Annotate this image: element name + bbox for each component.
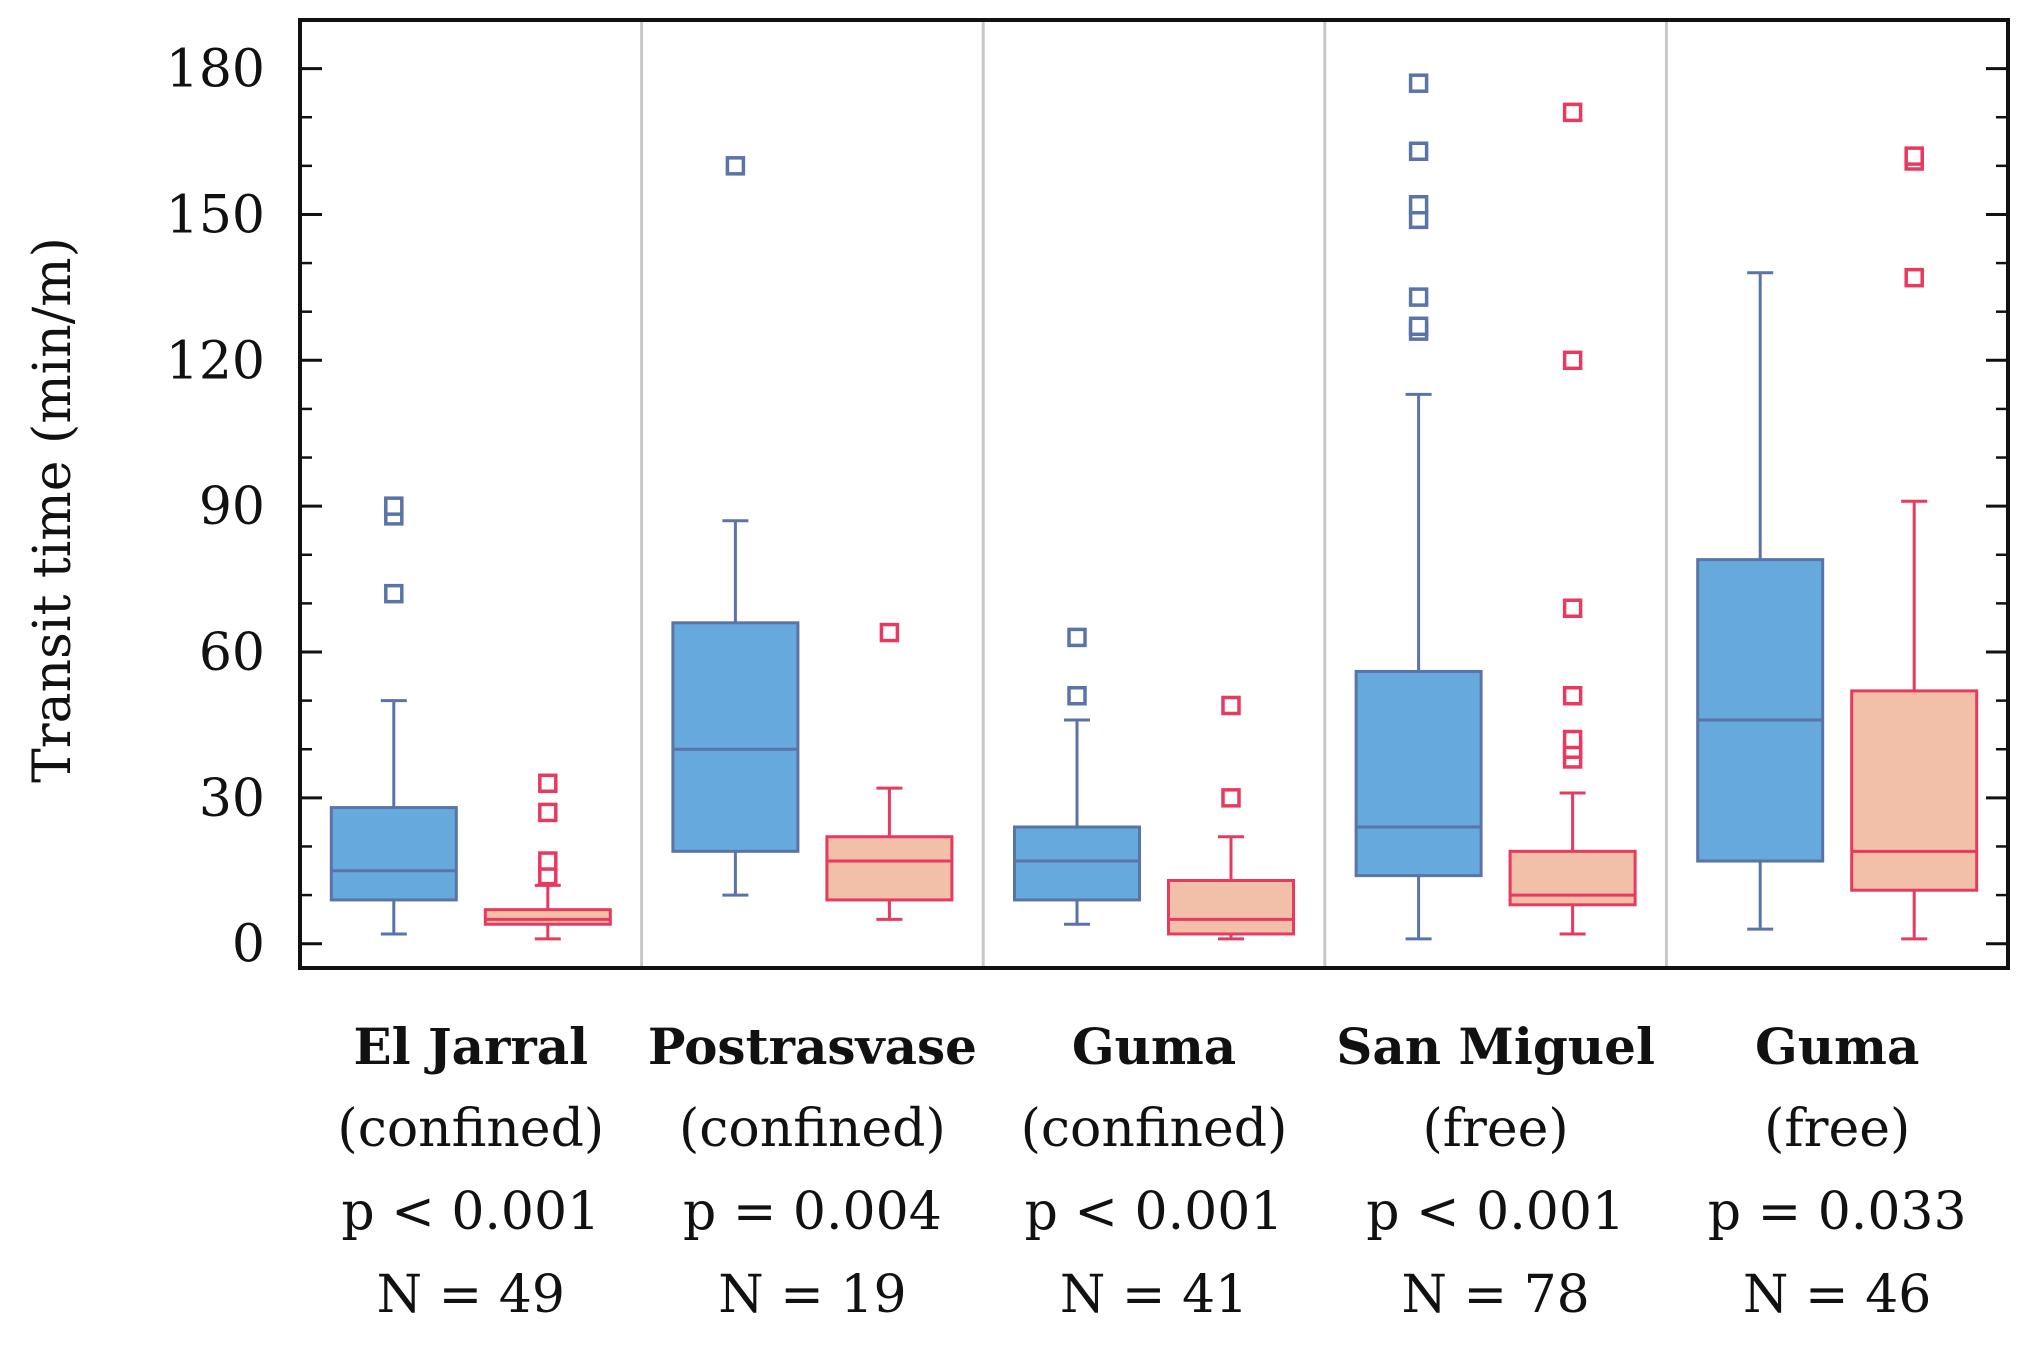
box-first: [671, 156, 800, 897]
group-label-n: N = 49: [376, 1265, 565, 1325]
y-tick-label: 150: [166, 185, 265, 245]
outlier-point: [1562, 350, 1583, 371]
group-label-p: p < 0.001: [341, 1182, 601, 1242]
iqr-box: [1508, 849, 1637, 907]
group-label-name: Guma: [1071, 1017, 1237, 1076]
group-label-condition: (free): [1422, 1099, 1569, 1159]
outlier-point: [1408, 73, 1429, 93]
outlier-point: [1562, 686, 1583, 706]
plot-frame: [298, 18, 2010, 970]
outlier-point: [1562, 102, 1583, 123]
iqr-box: [1696, 558, 1825, 863]
iqr-box: [329, 806, 458, 902]
group-label: El Jarral (confined) p < 0.001 N = 49: [301, 1005, 641, 1337]
box-second: [1850, 146, 1979, 941]
iqr-box: [1354, 669, 1483, 878]
group-label-name: San Miguel: [1336, 1017, 1655, 1076]
iqr-box: [483, 908, 612, 926]
box-second: [483, 773, 612, 941]
group-label-condition: (confined): [679, 1099, 946, 1159]
outlier-point: [1904, 146, 1924, 166]
group-label-condition: (free): [1764, 1099, 1911, 1159]
iqr-box: [1850, 689, 1979, 892]
box-first: [1013, 627, 1141, 926]
iqr-box: [825, 835, 954, 902]
axes-layer: 0 30 60 90 120 150 180: [166, 18, 2010, 975]
y-tick-label: 60: [199, 623, 265, 683]
outlier-point: [1067, 627, 1087, 648]
group-label-p: p < 0.001: [1366, 1182, 1625, 1242]
group-label-condition: (confined): [1020, 1099, 1288, 1159]
outlier-point: [1221, 695, 1241, 716]
y-tick-label: 0: [232, 915, 265, 975]
outlier-point: [538, 773, 558, 794]
outlier-point: [1221, 788, 1241, 808]
outlier-point: [1904, 267, 1924, 288]
box-second: [1167, 695, 1295, 941]
outlier-point: [538, 851, 558, 871]
outlier-point: [384, 583, 404, 604]
outlier-point: [1408, 287, 1429, 307]
y-tick-label: 90: [199, 477, 265, 537]
y-tick-label: 180: [166, 40, 265, 100]
iqr-box: [671, 621, 800, 853]
outlier-point: [1562, 598, 1583, 618]
group-label-name: Guma: [1755, 1017, 1920, 1076]
group-label-n: N = 19: [718, 1265, 907, 1325]
group-label-p: p = 0.004: [683, 1182, 942, 1242]
y-axis-label: Transit time (min/m): [23, 237, 83, 783]
outlier-point: [725, 156, 746, 176]
iqr-box: [1013, 825, 1141, 902]
outlier-point: [879, 622, 900, 643]
group-label: Postrasvase (confined) p = 0.004 N = 19: [642, 1005, 982, 1337]
group-label-p: p = 0.033: [1707, 1182, 1967, 1242]
group-label-n: N = 46: [1743, 1265, 1932, 1325]
box-first: [329, 496, 458, 936]
box-first: [1354, 73, 1483, 941]
y-tick-label: 30: [199, 769, 265, 829]
box-first: [1696, 271, 1825, 931]
group-label-p: p < 0.001: [1024, 1182, 1284, 1242]
box-second: [825, 622, 954, 921]
group-label-n: N = 41: [1059, 1265, 1249, 1325]
outlier-point: [1408, 316, 1429, 337]
group-label-name: El Jarral: [353, 1017, 589, 1076]
group-label-name: Postrasvase: [647, 1017, 977, 1076]
outlier-point: [1408, 141, 1429, 162]
outlier-point: [384, 496, 404, 516]
box-second: [1508, 102, 1637, 936]
group-label: Guma (confined) p < 0.001 N = 41: [984, 1005, 1324, 1337]
outlier-point: [1067, 686, 1087, 706]
group-separators: [640, 20, 1668, 968]
group-label: San Miguel (free) p < 0.001 N = 78: [1326, 1005, 1666, 1337]
outlier-point: [1562, 729, 1583, 750]
group-label-n: N = 78: [1401, 1265, 1590, 1325]
group-label-condition: (confined): [337, 1099, 605, 1159]
outlier-point: [538, 802, 558, 823]
group-label: Guma (free) p = 0.033 N = 46: [1667, 1005, 2007, 1337]
boxes-layer: [329, 73, 1979, 941]
y-tick-label: 120: [166, 331, 265, 391]
outlier-point: [1408, 194, 1429, 215]
iqr-box: [1167, 878, 1295, 936]
